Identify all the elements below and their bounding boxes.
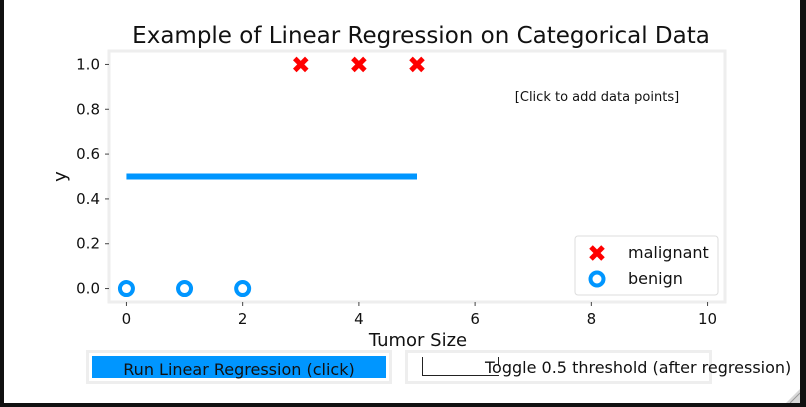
x-tick-label: 8 [587,310,597,328]
benign-point [117,280,135,298]
y-tick-label: 0.8 [76,100,100,118]
legend-label: benign [628,269,683,288]
toggle-threshold-button[interactable]: Toggle 0.5 threshold (after regression) [405,350,791,384]
toggle-checkbox[interactable] [422,357,499,376]
click-hint-annotation: [Click to add data points] [515,90,679,105]
y-axis-label: y [50,171,71,182]
regression-chart[interactable]: Example of Linear Regression on Categori… [4,0,806,407]
x-tick-label: 6 [470,310,480,328]
y-tick-label: 0.0 [76,280,100,298]
y-tick-label: 1.0 [76,55,100,73]
malignant-point [409,56,425,73]
run-linear-regression-button[interactable]: Run Linear Regression (click) [86,350,392,384]
x-axis-label: Tumor Size [368,330,467,351]
malignant-point [351,56,367,73]
x-tick-label: 4 [354,310,364,328]
x-tick-label: 2 [238,310,248,328]
y-tick-label: 0.6 [76,145,100,163]
legend-benign-marker [588,270,606,288]
benign-point [234,280,252,298]
y-tick-label: 0.4 [76,190,100,208]
benign-point [176,280,194,298]
chart-title: Example of Linear Regression on Categori… [132,23,710,49]
x-tick-label: 0 [122,310,132,328]
resize-grip-icon[interactable] [786,389,800,403]
toggle-threshold-label: Toggle 0.5 threshold (after regression) [485,358,792,377]
y-tick-label: 0.2 [76,235,100,253]
legend-label: malignant [628,243,709,262]
x-tick-label: 10 [698,310,717,328]
malignant-point [293,56,309,73]
legend-box [574,235,719,296]
toggle-checkbox-tick [498,357,499,365]
legend-malignant-marker [589,245,605,261]
run-button-label: Run Linear Regression (click) [92,356,386,379]
